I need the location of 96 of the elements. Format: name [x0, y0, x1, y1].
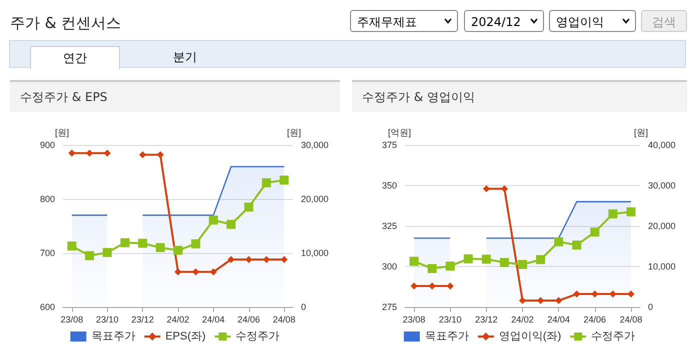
point	[280, 176, 289, 185]
x-tick-label: 24/08	[272, 314, 296, 324]
y2-tick-label: 10,000	[301, 248, 329, 258]
point	[85, 251, 94, 260]
point	[226, 220, 236, 229]
text: 분기	[172, 49, 198, 66]
y-axis-title: [원]	[54, 128, 69, 138]
point	[428, 264, 437, 274]
text: 주재무제표	[350, 10, 458, 32]
point	[156, 243, 165, 252]
y2-tick-label: 30,000	[301, 140, 329, 150]
point	[410, 256, 419, 266]
y2-tick-label: 40,000	[648, 140, 676, 150]
point	[102, 248, 112, 257]
point	[245, 256, 252, 263]
y2-tick-label: 30,000	[648, 180, 676, 190]
y2-tick-label: 0	[301, 302, 306, 312]
y-tick-label: 275	[382, 302, 397, 312]
point	[244, 202, 254, 212]
point	[174, 268, 182, 276]
y-tick-label: 300	[382, 262, 397, 272]
point	[573, 290, 580, 298]
point	[210, 268, 217, 276]
y2-tick-label: 0	[648, 302, 654, 312]
x-tick-label: 24/04	[547, 314, 570, 324]
x-tick-label: 23/10	[96, 314, 118, 324]
point	[518, 260, 527, 269]
point	[555, 297, 562, 304]
point	[86, 150, 94, 157]
point	[191, 239, 200, 248]
y2-tick-label: 20,000	[301, 194, 329, 204]
point	[626, 207, 636, 216]
x-tick-label: 24/02	[166, 314, 190, 324]
point	[156, 151, 164, 158]
text: 2024/12	[464, 10, 544, 32]
point	[208, 216, 218, 225]
point	[536, 255, 546, 264]
x-tick-label: 24/04	[202, 314, 225, 324]
point	[67, 241, 76, 250]
chart-title: 수정주가 & 영업이익	[352, 82, 687, 112]
point	[174, 246, 182, 255]
point	[192, 268, 200, 276]
y-tick-label: 800	[40, 194, 55, 204]
y-tick-label: 600	[40, 302, 55, 312]
x-tick-label: 23/10	[438, 314, 462, 324]
y2-axis-title: [원]	[634, 128, 648, 138]
x-tick-label: 23/12	[475, 314, 498, 324]
x-tick-label: 24/02	[511, 314, 534, 324]
point	[572, 240, 582, 250]
point	[609, 290, 616, 298]
x-tick-label: 24/06	[584, 314, 606, 324]
point	[446, 282, 454, 290]
point	[608, 209, 618, 218]
y2-axis-title: [원]	[287, 128, 302, 138]
x-tick-label: 23/08	[60, 314, 84, 324]
point	[500, 258, 509, 267]
point	[139, 151, 146, 158]
y-tick-label: 350	[382, 180, 397, 190]
x-tick-label: 23/12	[131, 314, 154, 324]
point	[104, 150, 111, 157]
legend-label: 수정주가	[591, 330, 636, 342]
point	[591, 290, 598, 298]
point	[464, 254, 473, 264]
text: 검색	[641, 10, 687, 32]
point	[120, 238, 130, 248]
y2-tick-label: 20,000	[648, 221, 676, 231]
chart-title: 수정주가 & EPS	[10, 82, 340, 112]
y2-tick-label: 10,000	[648, 262, 676, 272]
legend-label: 목표주가	[91, 330, 136, 342]
point	[262, 178, 271, 188]
x-tick-label: 24/08	[620, 314, 642, 324]
point	[482, 254, 491, 264]
point	[280, 256, 288, 263]
legend-label: 목표주가	[424, 330, 469, 342]
text: 영업이익	[549, 10, 636, 32]
legend-label: EPS(좌)	[165, 330, 206, 342]
point	[446, 262, 455, 271]
point	[519, 297, 526, 304]
point	[500, 185, 508, 192]
y-tick-label: 375	[382, 140, 397, 150]
y-tick-label: 325	[382, 221, 397, 231]
point	[590, 228, 600, 237]
y-tick-label: 900	[40, 140, 55, 150]
point	[68, 150, 76, 157]
point	[428, 282, 436, 290]
x-tick-label: 24/06	[238, 314, 260, 324]
legend-label: 영업이익(좌)	[498, 330, 562, 342]
y-tick-label: 700	[40, 248, 55, 258]
point	[554, 237, 564, 246]
text: 주가 & 컨센서스	[10, 14, 122, 33]
text: 연간	[30, 46, 120, 69]
y-axis-title: [억원]	[388, 128, 411, 138]
point	[138, 238, 148, 248]
point	[482, 185, 490, 192]
legend-label: 수정주가	[236, 330, 280, 342]
x-tick-label: 23/08	[402, 314, 426, 324]
